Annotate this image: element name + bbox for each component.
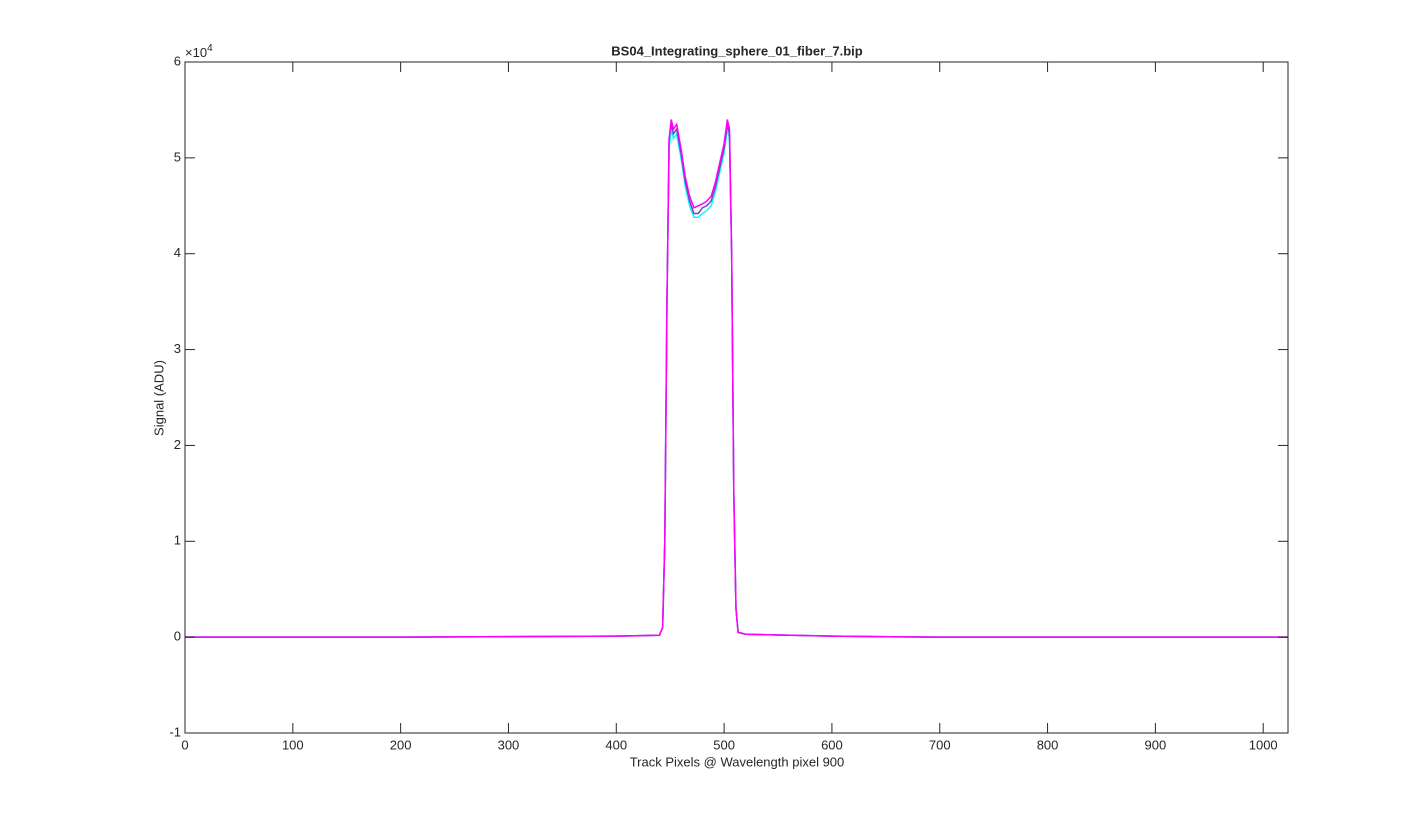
y-scale-base: ×10 [185,45,207,60]
x-tick-label: 600 [821,737,843,752]
plot-frame [184,61,1289,734]
y-axis-label: Signal (ADU) [151,360,166,436]
x-tick-label: 800 [1037,737,1059,752]
y-tick-label: 1 [174,533,181,548]
y-tick-label: 6 [174,53,181,68]
x-tick-label: 300 [498,737,520,752]
x-tick-label: 500 [713,737,735,752]
x-tick-label: 900 [1145,737,1167,752]
x-axis-label: Track Pixels @ Wavelength pixel 900 [630,754,845,769]
data-line [185,119,1288,638]
y-tick-label: 2 [174,437,181,452]
x-tick-label: 400 [605,737,627,752]
chart-title: BS04_Integrating_sphere_01_fiber_7.bip [611,43,862,58]
x-tick-label: 1000 [1249,737,1278,752]
y-tick-label: 0 [174,629,181,644]
y-tick-label: 5 [174,149,181,164]
x-tick-label: 200 [390,737,412,752]
y-scale-exponent: 4 [207,43,213,54]
y-tick-label: -1 [169,724,181,739]
y-tick-label: 4 [174,245,181,260]
x-tick-label: 700 [929,737,951,752]
y-scale-label: ×104 [185,43,213,61]
x-tick-label: 100 [282,737,304,752]
y-tick-label: 3 [174,341,181,356]
x-tick-label: 0 [181,737,188,752]
